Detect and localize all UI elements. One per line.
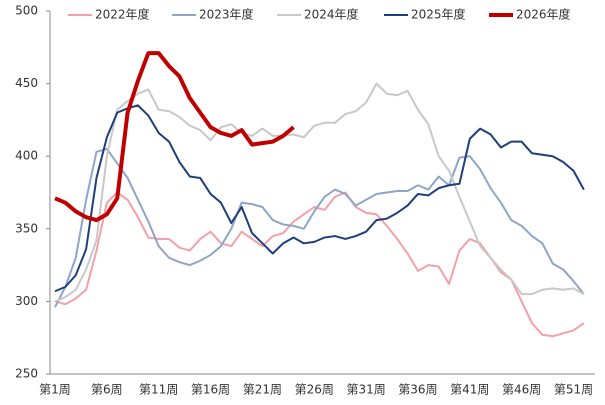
legend-label: 2026年度 <box>516 7 571 22</box>
legend-label: 2023年度 <box>199 7 254 22</box>
x-tick-label: 第51周 <box>554 383 593 397</box>
series-line <box>54 51 295 223</box>
x-tick-label: 第31周 <box>346 383 385 397</box>
x-tick-label: 第36周 <box>398 383 437 397</box>
y-tick-label: 300 <box>15 294 38 308</box>
series-line <box>54 104 585 293</box>
legend-label: 2022年度 <box>95 7 150 22</box>
series-line <box>54 82 585 303</box>
y-tick-label: 250 <box>15 367 38 381</box>
series-line <box>54 147 585 308</box>
legend-label: 2025年度 <box>411 7 466 22</box>
x-tick-label: 第6周 <box>91 383 123 397</box>
y-tick-label: 400 <box>15 149 38 163</box>
x-tick-label: 第26周 <box>295 383 334 397</box>
x-tick-label: 第1周 <box>39 383 71 397</box>
series-line <box>54 191 585 338</box>
x-tick-label: 第41周 <box>450 383 489 397</box>
x-tick-label: 第21周 <box>243 383 282 397</box>
y-tick-label: 500 <box>15 4 38 18</box>
x-tick-label: 第16周 <box>191 383 230 397</box>
y-tick-label: 350 <box>15 221 38 235</box>
legend-label: 2024年度 <box>304 7 359 22</box>
x-tick-label: 第46周 <box>502 383 541 397</box>
y-tick-label: 450 <box>15 76 38 90</box>
x-tick-label: 第11周 <box>139 383 178 397</box>
